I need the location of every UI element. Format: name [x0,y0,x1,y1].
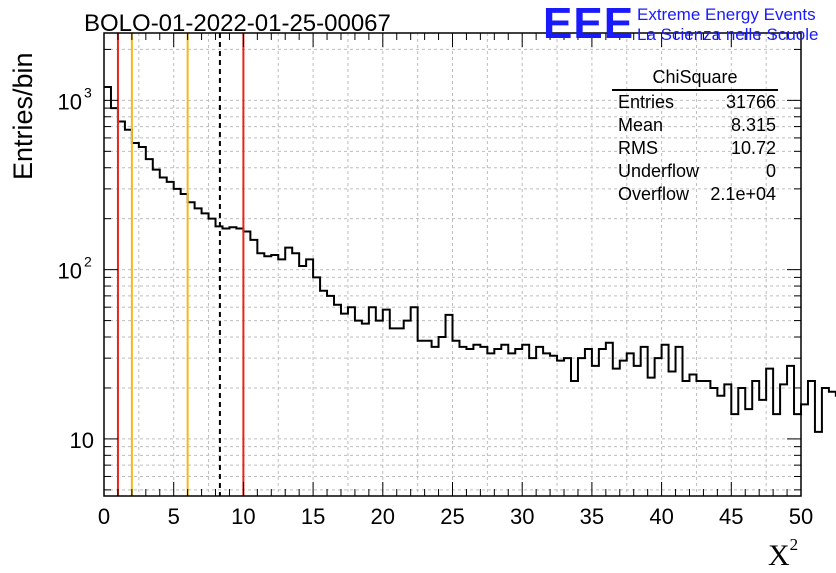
stats-value: 31766 [725,92,776,112]
y-axis-label: Entries/bin [8,52,38,180]
x-tick-label: 45 [719,504,743,529]
stats-row-rms: RMS 10.72 [618,138,776,161]
stats-box: ChiSquare Entries 31766 Mean 8.315 RMS 1… [612,67,778,207]
stats-key: Mean [618,115,664,135]
stats-key: Underflow [618,161,700,181]
x-tick-label: 5 [168,504,180,529]
stats-value: 0 [765,161,776,181]
x-tick-label: 0 [98,504,110,529]
x-tick-label: 35 [580,504,604,529]
x-axis-label-exponent: 2 [789,535,799,554]
y-tick-exponent: 2 [84,254,92,270]
stats-key: RMS [618,138,658,158]
x-tick-label: 40 [649,504,673,529]
stats-row-entries: Entries 31766 [618,92,776,115]
x-tick-label: 50 [789,504,813,529]
histogram [104,85,836,433]
x-tick-label: 10 [231,504,255,529]
stats-key: Entries [618,92,675,112]
stats-divider [612,89,778,91]
x-tick-label: 30 [510,504,534,529]
y-tick-label: 10 [58,259,82,284]
eee-logo: EEE [543,0,635,48]
y-tick-label: 10 [70,428,94,453]
x-axis-label-base: X [768,539,790,572]
stats-title: ChiSquare [652,67,738,87]
reference-lines [116,33,245,496]
histogram-step-line [104,85,836,433]
stats-row-mean: Mean 8.315 [618,115,776,138]
x-axis-label: X2 [768,535,798,573]
run-title: BOLO-01-2022-01-25-00067 [84,10,391,37]
logo-tagline-2: La Scienza nelle Scuole [637,25,819,44]
stats-value: 10.72 [730,138,776,158]
x-tick-label: 20 [371,504,395,529]
stats-key: Overflow [618,184,690,204]
y-tick-exponent: 3 [84,84,92,100]
stats-row-underflow: Underflow 0 [618,161,776,184]
stats-value: 8.315 [730,115,776,135]
x-tick-label: 25 [440,504,464,529]
y-tick-label: 10 [58,89,82,114]
stats-value: 2.1e+04 [710,184,776,204]
logo-tagline-1: Extreme Energy Events [637,5,816,24]
x-tick-label: 15 [301,504,325,529]
axis-ticks [103,33,802,496]
stats-row-overflow: Overflow 2.1e+04 [618,184,776,207]
